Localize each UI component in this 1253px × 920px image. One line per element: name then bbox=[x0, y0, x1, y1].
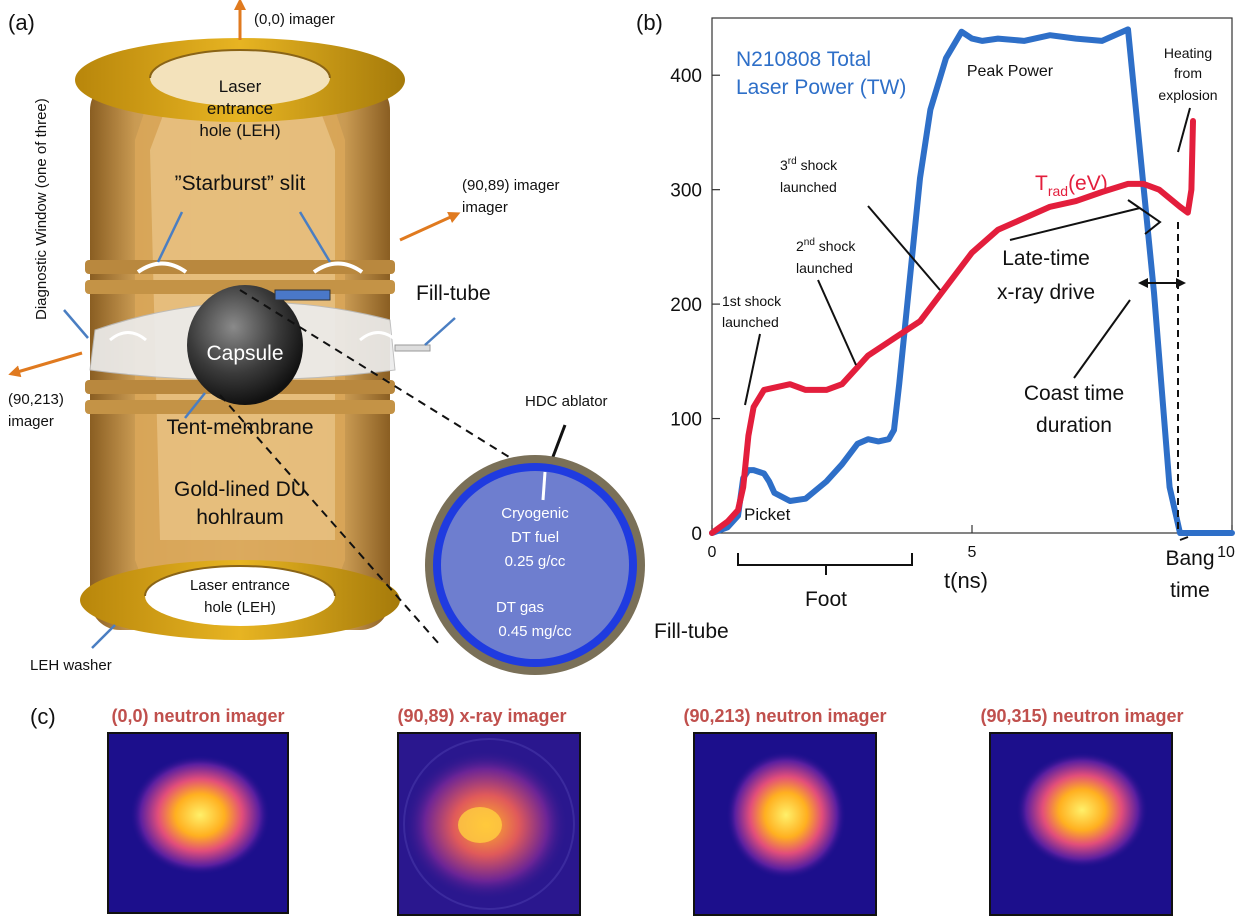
foot-label: Foot bbox=[805, 588, 847, 611]
hohlraum-line1: Gold-lined DU bbox=[174, 478, 306, 501]
panel-b: (b) 0 100 200 300 400 0 5 10 t(ns) N210808 Tota… bbox=[636, 10, 1235, 611]
fuel-line3: 0.25 g/cc bbox=[505, 553, 566, 570]
image-4-title: (90,315) neutron imager bbox=[980, 706, 1183, 726]
diagnostic-window-label: Diagnostic Window (one of three) bbox=[33, 98, 50, 320]
left-imager-label-2: imager bbox=[8, 413, 54, 430]
coast-line1: Coast time bbox=[1024, 382, 1124, 405]
panel-b-letter: (b) bbox=[636, 10, 663, 35]
fill-tube-label: Fill-tube bbox=[416, 282, 491, 305]
leh-bottom-line2: hole (LEH) bbox=[204, 599, 276, 616]
trad-label: Trad(eV) bbox=[1035, 172, 1108, 199]
leh-bottom-line1: Laser entrance bbox=[190, 577, 290, 594]
chart-title-line2: Laser Power (TW) bbox=[736, 76, 906, 99]
panel-a: (a) bbox=[8, 0, 729, 675]
shock2-line2: launched bbox=[796, 260, 853, 276]
laser-power-line bbox=[709, 26, 1235, 536]
y-tick-label: 100 bbox=[670, 410, 702, 431]
neutron-image-3: (90,315) neutron imager bbox=[980, 706, 1184, 916]
image-1-title: (0,0) neutron imager bbox=[111, 706, 284, 726]
chart-marks bbox=[709, 26, 1235, 536]
bang-line1: Bang bbox=[1165, 547, 1214, 570]
leh-top-line3: hole (LEH) bbox=[199, 121, 280, 140]
y-tick-label: 0 bbox=[691, 524, 702, 545]
heating-line1: Heating bbox=[1164, 45, 1212, 61]
shock2-label: 2nd shock bbox=[796, 237, 856, 254]
shock1-line2: launched bbox=[722, 314, 779, 330]
xray-image: (90,89) x-ray imager bbox=[397, 706, 581, 916]
x-tick-label: 0 bbox=[708, 544, 717, 561]
bang-line2: time bbox=[1170, 579, 1210, 602]
right-imager-label: (90,89) imager bbox=[462, 177, 560, 194]
y-tick-label: 300 bbox=[670, 181, 702, 202]
panel-c: (c) (0,0) neutron imager (90,89) x-ray i… bbox=[30, 704, 1184, 916]
inset-fill-tube-label: Fill-tube bbox=[654, 620, 729, 643]
tent-membrane-label: Tent-membrane bbox=[166, 416, 313, 439]
heating-line2: from bbox=[1174, 65, 1202, 81]
gas-line1: DT gas bbox=[496, 599, 544, 616]
image-3-title: (90,213) neutron imager bbox=[683, 706, 886, 726]
shock3-label: 3rd shock bbox=[780, 156, 838, 173]
y-tick-label: 200 bbox=[670, 295, 702, 316]
annotation-lines bbox=[744, 107, 1191, 541]
starburst-label: ”Starburst” slit bbox=[175, 172, 306, 195]
top-imager-label: (0,0) imager bbox=[254, 11, 335, 28]
hdc-ablator-label: HDC ablator bbox=[525, 393, 608, 410]
x-tick-label: 10 bbox=[1217, 544, 1235, 561]
chart-title-line1: N210808 Total bbox=[736, 48, 871, 71]
heating-line3: explosion bbox=[1158, 87, 1217, 103]
neutron-image-1: (0,0) neutron imager bbox=[107, 706, 289, 914]
hohlraum-line2: hohlraum bbox=[196, 506, 284, 529]
fuel-line2: DT fuel bbox=[511, 529, 559, 546]
axis-ticks: 0 100 200 300 400 0 5 10 bbox=[670, 66, 1235, 561]
fuel-line1: Cryogenic bbox=[501, 505, 569, 522]
peak-power-label: Peak Power bbox=[967, 63, 1054, 80]
hohlraum-drawing bbox=[75, 38, 431, 640]
late-time-line1: Late-time bbox=[1002, 247, 1090, 270]
left-imager-label-1: (90,213) bbox=[8, 391, 64, 408]
picket-label: Picket bbox=[744, 505, 791, 524]
gas-line2: 0.45 mg/cc bbox=[498, 623, 572, 640]
panel-a-letter: (a) bbox=[8, 10, 35, 35]
coast-line2: duration bbox=[1036, 414, 1112, 437]
capsule-inset bbox=[425, 424, 645, 675]
y-tick-label: 400 bbox=[670, 66, 702, 87]
x-axis-label: t(ns) bbox=[944, 568, 988, 593]
leh-top-line2: entrance bbox=[207, 99, 273, 118]
right-imager-label-2: imager bbox=[462, 199, 508, 216]
trad-line bbox=[709, 118, 1196, 536]
neutron-image-2: (90,213) neutron imager bbox=[683, 706, 887, 916]
image-2-title: (90,89) x-ray imager bbox=[397, 706, 566, 726]
leh-washer-label: LEH washer bbox=[30, 657, 112, 674]
capsule-label: Capsule bbox=[206, 342, 283, 365]
shock3-line2: launched bbox=[780, 179, 837, 195]
x-tick-label: 5 bbox=[968, 544, 977, 561]
leh-top-line1: Laser bbox=[219, 77, 262, 96]
capsule-sphere bbox=[187, 285, 303, 405]
panel-c-letter: (c) bbox=[30, 704, 56, 729]
late-time-line2: x-ray drive bbox=[997, 281, 1095, 304]
shock1-line1: 1st shock bbox=[722, 293, 782, 309]
